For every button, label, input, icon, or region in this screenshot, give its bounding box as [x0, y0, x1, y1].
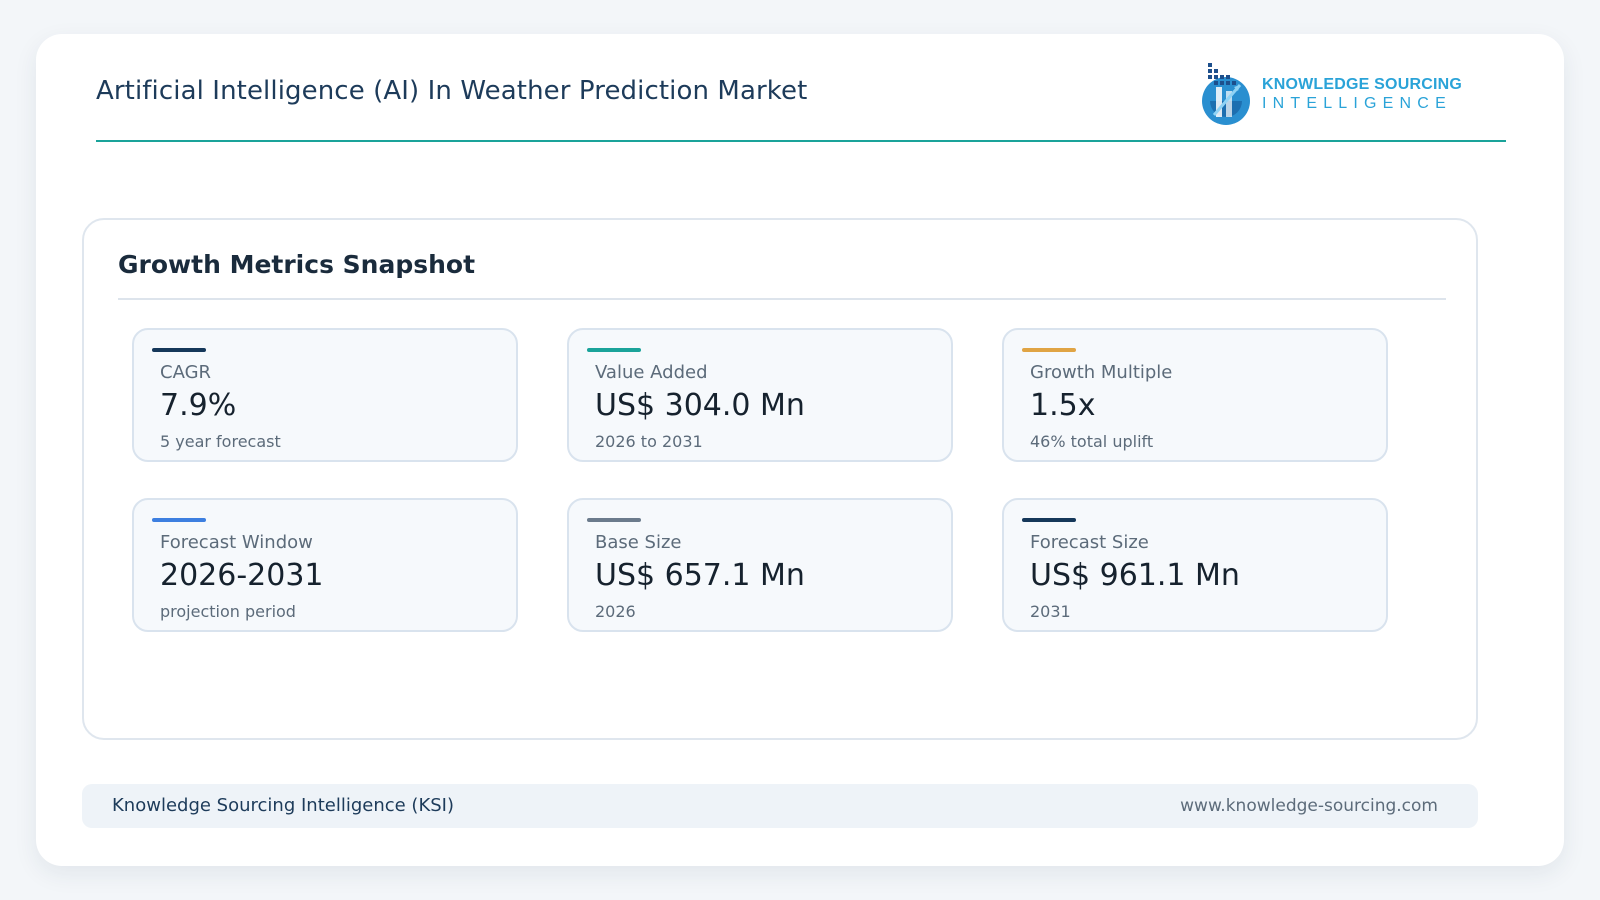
logo-text-secondary: INTELLIGENCE [1261, 94, 1452, 112]
metric-subtext: 46% total uplift [1030, 432, 1154, 451]
header: Artificial Intelligence (AI) In Weather … [96, 34, 1506, 142]
metric-label: CAGR [160, 362, 212, 383]
card-accent-bar [587, 348, 641, 352]
card-accent-bar [1022, 348, 1076, 352]
metric-subtext: 2031 [1030, 602, 1071, 621]
card-accent-bar [152, 348, 206, 352]
metric-card-forecast-window: Forecast Window 2026-2031 projection per… [132, 498, 518, 632]
metric-label: Forecast Window [160, 532, 313, 553]
metric-card-cagr: CAGR 7.9% 5 year forecast [132, 328, 518, 462]
metric-value: 1.5x [1030, 388, 1096, 423]
metric-label: Growth Multiple [1030, 362, 1173, 383]
metric-label: Forecast Size [1030, 532, 1149, 553]
metric-value: 2026-2031 [160, 558, 324, 593]
card-accent-bar [1022, 518, 1076, 522]
metric-value: US$ 657.1 Mn [595, 558, 805, 593]
panel-divider [118, 298, 1446, 300]
metric-subtext: 2026 to 2031 [595, 432, 703, 451]
logo: KNOWLEDGE SOURCING INTELLIGENCE [1196, 60, 1462, 128]
ksi-logo-icon [1201, 63, 1250, 125]
card-accent-bar [587, 518, 641, 522]
footer-company-name: Knowledge Sourcing Intelligence (KSI) [112, 795, 455, 816]
footer-website-link[interactable]: www.knowledge-sourcing.com [1180, 796, 1438, 816]
metric-card-forecast-size: Forecast Size US$ 961.1 Mn 2031 [1002, 498, 1388, 632]
report-frame: Artificial Intelligence (AI) In Weather … [36, 34, 1564, 866]
card-accent-bar [152, 518, 206, 522]
metric-value: US$ 304.0 Mn [595, 388, 805, 423]
growth-metrics-panel: Growth Metrics Snapshot CAGR 7.9% 5 year… [82, 218, 1478, 740]
metric-label: Base Size [595, 532, 682, 553]
page-title: Artificial Intelligence (AI) In Weather … [96, 76, 808, 106]
metric-subtext: 5 year forecast [160, 432, 281, 451]
footer: Knowledge Sourcing Intelligence (KSI) ww… [82, 784, 1478, 828]
metric-value: 7.9% [160, 388, 237, 423]
metric-card-base-size: Base Size US$ 657.1 Mn 2026 [567, 498, 953, 632]
logo-text-primary: KNOWLEDGE SOURCING [1261, 75, 1462, 93]
metric-card-value-added: Value Added US$ 304.0 Mn 2026 to 2031 [567, 328, 953, 462]
metric-subtext: 2026 [595, 602, 636, 621]
metric-card-growth-multiple: Growth Multiple 1.5x 46% total uplift [1002, 328, 1388, 462]
metric-value: US$ 961.1 Mn [1030, 558, 1240, 593]
metric-subtext: projection period [160, 602, 296, 621]
panel-title: Growth Metrics Snapshot [118, 250, 476, 279]
metric-label: Value Added [595, 362, 708, 383]
